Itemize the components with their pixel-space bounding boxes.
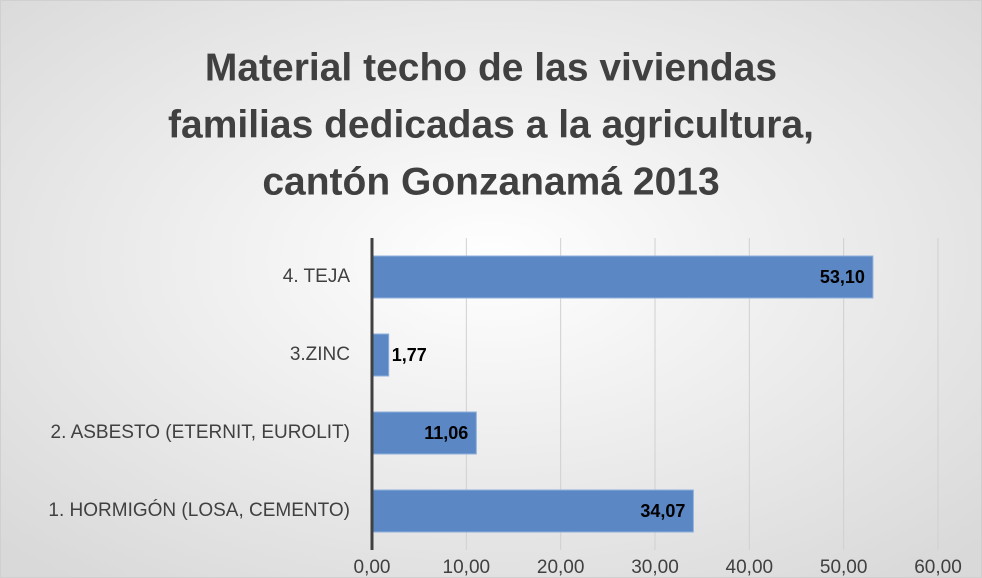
x-tick-label: 50,00 <box>820 557 868 578</box>
data-label: 11,06 <box>424 423 468 443</box>
bar <box>371 489 694 533</box>
data-label: 34,07 <box>640 501 685 521</box>
x-tick-label: 10,00 <box>443 557 491 578</box>
data-label: 1,77 <box>392 345 427 365</box>
data-label: 53,10 <box>820 267 865 287</box>
y-tick-label: 4. TEJA <box>283 266 351 287</box>
bar <box>371 255 874 299</box>
x-tick-label: 0,00 <box>354 557 391 578</box>
x-tick-label: 40,00 <box>726 557 774 578</box>
chart-title: Material techo de las viviendas <box>205 46 777 89</box>
x-tick-label: 30,00 <box>631 557 679 578</box>
bar <box>371 333 390 377</box>
y-tick-label: 2. ASBESTO (ETERNIT, EUROLIT) <box>51 422 351 443</box>
chart-title: cantón Gonzanamá 2013 <box>262 160 719 203</box>
y-tick-label: 3.ZINC <box>290 344 350 365</box>
x-tick-label: 60,00 <box>914 557 962 578</box>
chart-title: familias dedicadas a la agricultura, <box>168 103 814 146</box>
x-tick-label: 20,00 <box>537 557 585 578</box>
y-tick-label: 1. HORMIGÓN (LOSA, CEMENTO) <box>48 499 350 521</box>
